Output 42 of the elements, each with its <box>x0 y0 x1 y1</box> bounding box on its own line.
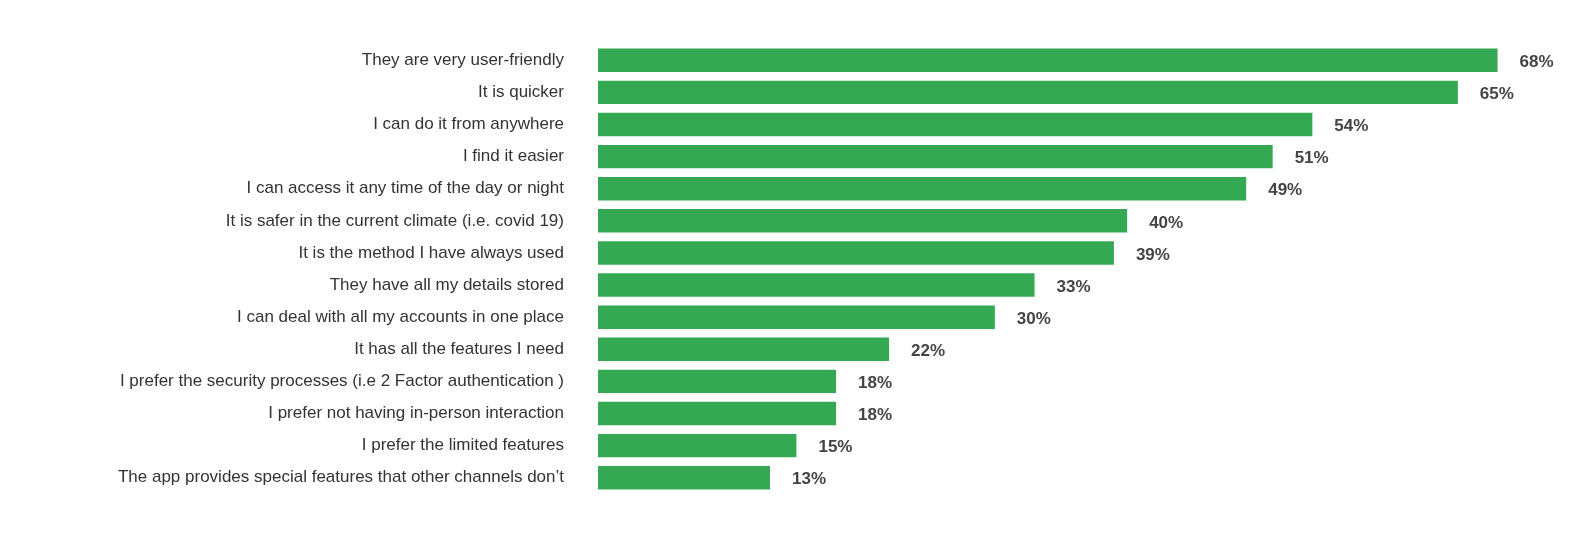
data-label: 49% <box>1268 180 1303 200</box>
bar <box>598 112 1313 137</box>
y-tick-label: I can access it any time of the day or night <box>246 178 565 198</box>
data-label: 15% <box>818 437 853 457</box>
bar <box>598 176 1247 201</box>
data-label: 68% <box>1519 51 1554 71</box>
bar <box>598 305 995 329</box>
y-tick-label: It has all the features I need <box>354 338 564 358</box>
bar <box>598 241 1114 265</box>
data-label: 40% <box>1149 212 1184 232</box>
y-tick-label: I prefer the security processes (i.e 2 Factor authentication ) <box>119 371 564 391</box>
bar <box>598 433 797 458</box>
y-tick-label: I prefer not having in-person interaction <box>268 403 564 423</box>
y-tick-label: It is the method I have always used <box>298 242 564 262</box>
bar <box>598 80 1458 105</box>
bar <box>598 209 1128 233</box>
y-tick-label: I can do it from anywhere <box>373 114 564 134</box>
y-tick-label: It is safer in the current climate (i.e. covid 19) <box>225 210 564 230</box>
data-label: 39% <box>1135 244 1170 264</box>
data-label: 18% <box>858 373 893 393</box>
y-tick-label: They are very user-friendly <box>361 49 565 69</box>
bar <box>598 144 1273 169</box>
y-tick-label: They have all my details stored <box>329 274 564 294</box>
data-label: 51% <box>1294 148 1329 168</box>
y-tick-label: I can deal with all my accounts in one place <box>237 306 564 326</box>
bar <box>598 369 837 394</box>
data-label: 13% <box>791 469 826 489</box>
bar <box>598 401 837 426</box>
bar <box>598 337 890 362</box>
data-label: 54% <box>1334 116 1369 136</box>
data-label: 65% <box>1479 84 1514 104</box>
data-label: 33% <box>1056 276 1091 296</box>
data-label: 22% <box>911 340 946 360</box>
y-tick-label: It is quicker <box>478 82 565 102</box>
bar <box>598 466 770 490</box>
y-tick-label: I find it easier <box>462 146 565 166</box>
y-tick-label: The app provides special features that other channels don’t <box>117 467 565 487</box>
bar <box>598 273 1035 297</box>
data-label: 30% <box>1016 308 1051 328</box>
y-tick-label: I prefer the limited features <box>361 435 564 455</box>
data-label: 18% <box>858 405 893 425</box>
bar <box>598 48 1498 72</box>
